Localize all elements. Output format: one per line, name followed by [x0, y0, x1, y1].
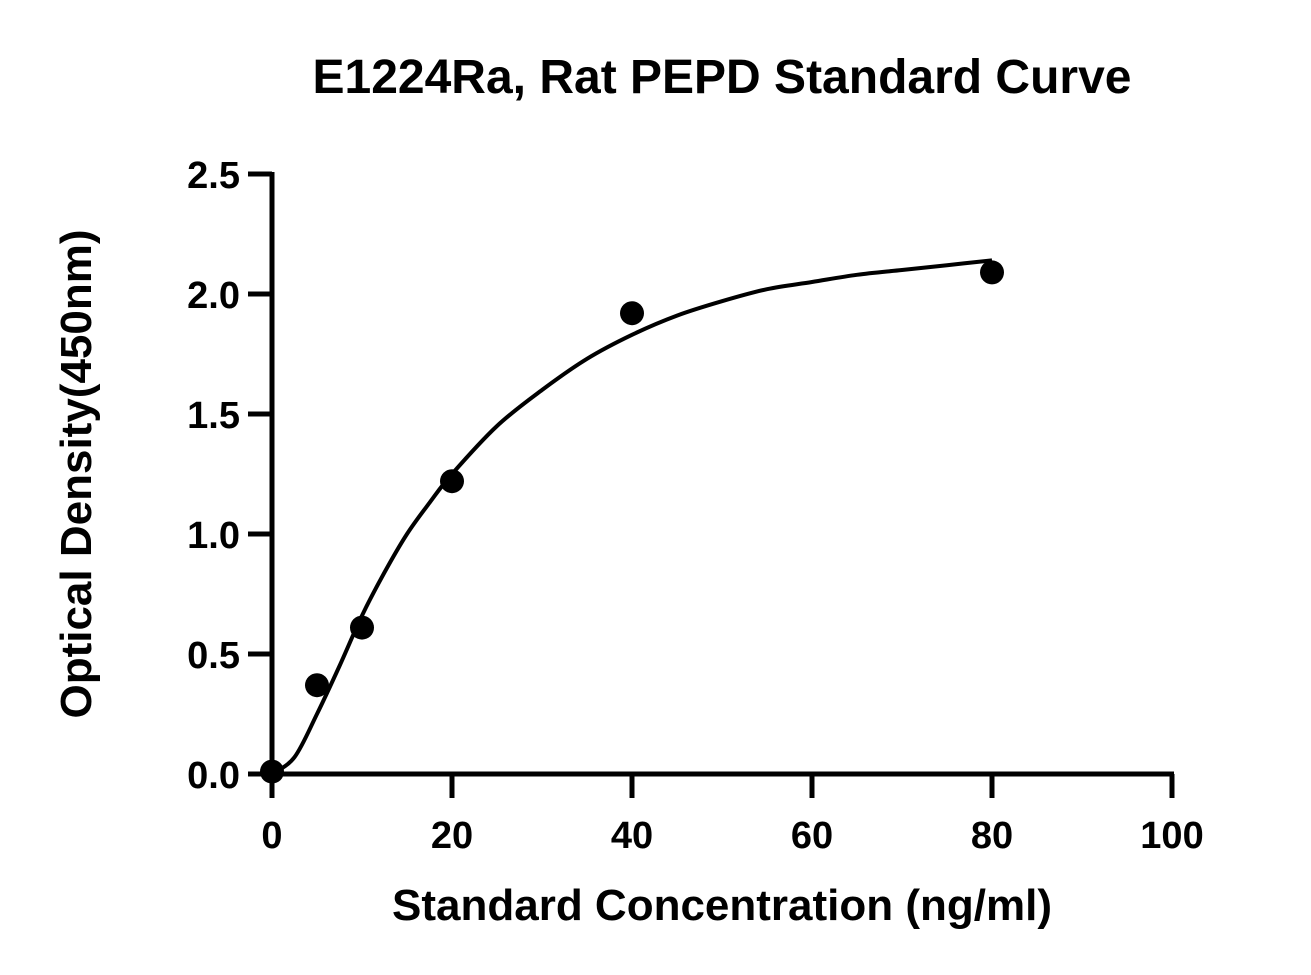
- x-tick-label: 20: [431, 815, 473, 857]
- y-tick-label: 0.5: [187, 635, 240, 677]
- x-tick-label: 100: [1140, 815, 1203, 857]
- data-point: [305, 673, 329, 698]
- chart-title: E1224Ra, Rat PEPD Standard Curve: [313, 51, 1132, 104]
- x-tick-label: 0: [261, 815, 282, 857]
- data-point: [350, 615, 374, 640]
- data-points: [260, 260, 1004, 784]
- fit-curve-line: [270, 258, 993, 776]
- x-tick-label: 80: [971, 815, 1013, 857]
- data-point: [440, 469, 464, 494]
- y-tick-label: 0.0: [187, 755, 240, 797]
- y-tick-label: 2.0: [187, 275, 240, 317]
- x-axis-ticks: 0 20 40 60 80 100: [261, 774, 1204, 857]
- data-point: [620, 301, 644, 326]
- data-point: [260, 759, 284, 784]
- y-tick-label: 1.0: [187, 515, 240, 557]
- x-tick-label: 60: [791, 815, 833, 857]
- y-tick-label: 1.5: [187, 395, 240, 437]
- fit-curve-group: [270, 258, 993, 776]
- data-point: [980, 260, 1004, 285]
- y-tick-label: 2.5: [187, 155, 240, 197]
- x-tick-label: 40: [611, 815, 653, 857]
- y-axis-ticks: 0.0 0.5 1.0 1.5 2.0 2.5: [187, 155, 272, 797]
- axes: [269, 172, 1174, 777]
- y-axis-label: Optical Density(450nm): [52, 229, 101, 718]
- x-axis-label: Standard Concentration (ng/ml): [392, 881, 1052, 930]
